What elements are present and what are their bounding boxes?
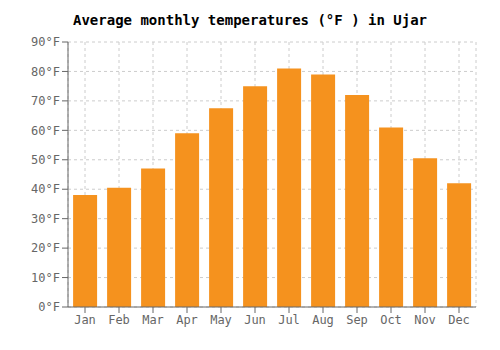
html-text:Average monthly temperatures (: Average monthly temperatures (°F ) in Uj… [73, 12, 427, 28]
svg-text:Nov: Nov [414, 313, 436, 327]
svg-text:30°F: 30°F [31, 212, 60, 226]
svg-text:Apr: Apr [176, 313, 198, 327]
svg-text:20°F: 20°F [31, 241, 60, 255]
svg-text:Jun: Jun [244, 313, 266, 327]
svg-text:40°F: 40°F [31, 182, 60, 196]
svg-text:Jan: Jan [74, 313, 96, 327]
svg-text:Mar: Mar [142, 313, 164, 327]
svg-text:70°F: 70°F [31, 94, 60, 108]
svg-text:May: May [210, 313, 232, 327]
svg-text:50°F: 50°F [31, 153, 60, 167]
svg-text:Dec: Dec [448, 313, 470, 327]
svg-text:Aug: Aug [312, 313, 334, 327]
svg-text:Oct: Oct [380, 313, 402, 327]
svg-text:60°F: 60°F [31, 124, 60, 138]
svg-text:Feb: Feb [108, 313, 130, 327]
svg-text:80°F: 80°F [31, 65, 60, 79]
svg-text:Sep: Sep [346, 313, 368, 327]
svg-text:Jul: Jul [278, 313, 300, 327]
svg-text:90°F: 90°F [31, 35, 60, 49]
svg-text:10°F: 10°F [31, 271, 60, 285]
svg-text:0°F: 0°F [38, 300, 60, 314]
